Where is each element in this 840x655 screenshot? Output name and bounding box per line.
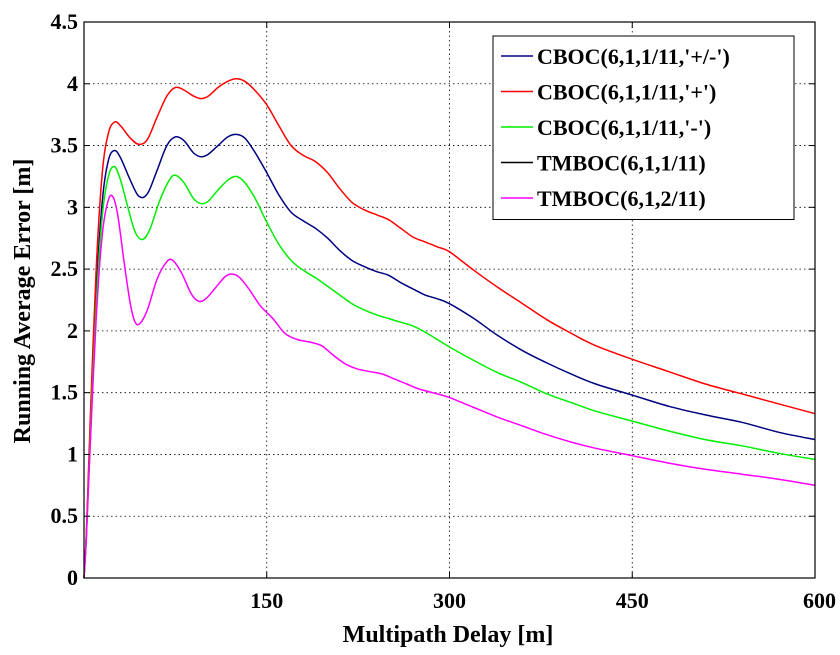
x-axis-label: Multipath Delay [m]	[343, 622, 554, 648]
axis-ticks: 0 0.5 1 1.5 2 2.5 3 3.5 4 4.5 150 300 450 600	[51, 9, 837, 613]
x-tick-label-1: 300	[433, 588, 466, 613]
x-tick-label-3: 600	[803, 588, 836, 613]
series-line-4	[83, 194, 816, 579]
legend-label-1: CBOC(6,1,1/11,'+')	[537, 80, 716, 105]
y-tick-label-1: 0.5	[51, 503, 79, 528]
y-axis-label: Running Average Error [m]	[10, 159, 36, 444]
y-tick-label-8: 4	[67, 71, 78, 96]
x-tick-label-2: 450	[616, 588, 649, 613]
legend-label-4: TMBOC(6,1,2/11)	[537, 186, 706, 211]
series-line-2	[83, 165, 816, 579]
y-tick-label-7: 3.5	[51, 133, 79, 158]
series-line-0	[83, 133, 816, 579]
legend: CBOC(6,1,1/11,'+/-') CBOC(6,1,1/11,'+') CB…	[492, 35, 795, 220]
legend-box	[492, 35, 795, 220]
y-tick-label-9: 4.5	[51, 9, 79, 34]
grid-lines	[84, 22, 815, 578]
legend-label-2: CBOC(6,1,1/11,'-')	[537, 115, 711, 140]
y-tick-label-5: 2.5	[51, 256, 79, 281]
x-tick-label-0: 150	[250, 588, 283, 613]
series-line-1	[83, 78, 816, 579]
y-tick-label-4: 2	[67, 318, 78, 343]
y-tick-label-6: 3	[67, 194, 78, 219]
series-lines	[83, 78, 816, 579]
legend-label-3: TMBOC(6,1,1/11)	[537, 151, 706, 176]
legend-label-0: CBOC(6,1,1/11,'+/-')	[537, 44, 730, 69]
y-tick-label-3: 1.5	[51, 380, 79, 405]
y-tick-label-0: 0	[67, 565, 78, 590]
y-tick-label-2: 1	[67, 441, 78, 466]
